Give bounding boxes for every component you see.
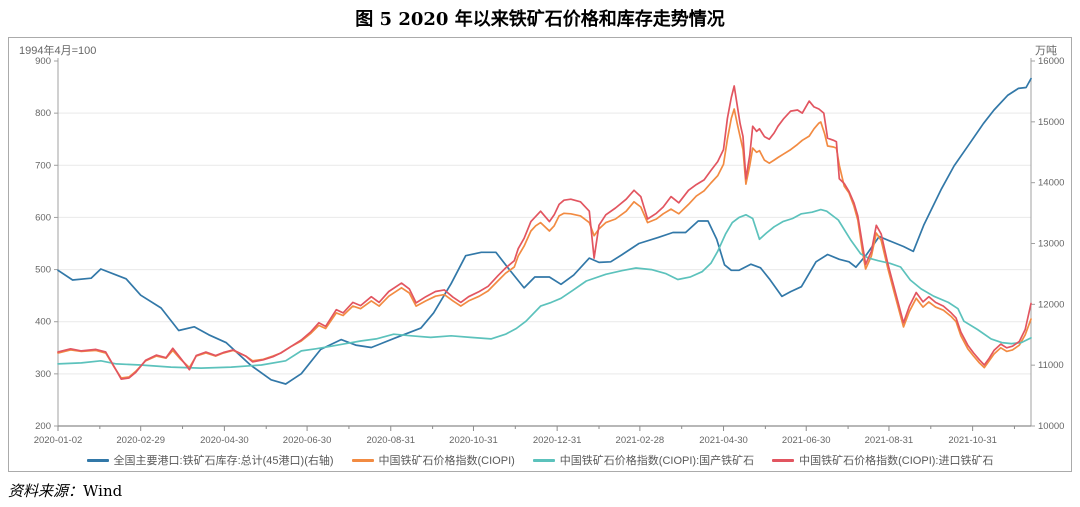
svg-text:13000: 13000 (1038, 239, 1064, 250)
svg-text:2021-08-31: 2021-08-31 (865, 435, 914, 446)
legend-swatch-orange (351, 458, 374, 462)
svg-text:16000: 16000 (1038, 56, 1064, 67)
legend-item-inventory: 全国主要港口:铁矿石库存:总计(45港口)(右轴) (86, 452, 334, 468)
svg-text:400: 400 (35, 317, 51, 328)
legend-item-domestic: 中国铁矿石价格指数(CIOPI):国产铁矿石 (532, 452, 755, 468)
line-chart-plot: 200 300 400 500 600 700 800 900 10000 11000 12000 1… (34, 56, 1065, 446)
svg-text:2020-01-02: 2020-01-02 (34, 435, 83, 446)
svg-text:2020-02-29: 2020-02-29 (116, 435, 165, 446)
svg-text:2020-06-30: 2020-06-30 (283, 435, 332, 446)
svg-text:300: 300 (35, 369, 51, 380)
svg-text:600: 600 (35, 212, 51, 223)
svg-text:2020-04-30: 2020-04-30 (200, 435, 249, 446)
legend-label: 全国主要港口:铁矿石库存:总计(45港口)(右轴) (113, 455, 334, 467)
svg-text:2021-10-31: 2021-10-31 (948, 435, 997, 446)
right-axis-unit-label: 万吨 (1035, 45, 1057, 57)
svg-text:15000: 15000 (1038, 117, 1064, 128)
svg-text:2021-04-30: 2021-04-30 (699, 435, 748, 446)
svg-text:200: 200 (35, 421, 51, 432)
svg-text:900: 900 (35, 56, 51, 67)
legend-label: 中国铁矿石价格指数(CIOPI) (378, 455, 515, 467)
svg-text:2020-10-31: 2020-10-31 (449, 435, 498, 446)
svg-text:500: 500 (35, 265, 51, 276)
legend-swatch-blue (86, 458, 109, 462)
chart-panel: 1994年4月=100 万吨 200 300 400 500 600 700 800 900 1… (8, 37, 1072, 472)
svg-text:2021-06-30: 2021-06-30 (782, 435, 831, 446)
legend-label: 中国铁矿石价格指数(CIOPI):国产铁矿石 (559, 455, 755, 467)
left-axis-unit-label: 1994年4月=100 (19, 45, 97, 57)
figure-title: 图 5 2020 年以来铁矿石价格和库存走势情况 (355, 9, 725, 30)
svg-text:10000: 10000 (1038, 421, 1064, 432)
svg-text:700: 700 (35, 160, 51, 171)
chart-legend: 全国主要港口:铁矿石库存:总计(45港口)(右轴) 中国铁矿石价格指数(CIOP… (9, 452, 1071, 468)
svg-text:2020-12-31: 2020-12-31 (533, 435, 582, 446)
data-source: 资料来源：Wind (8, 480, 122, 501)
legend-item-ciopi: 中国铁矿石价格指数(CIOPI) (351, 452, 515, 468)
legend-label: 中国铁矿石价格指数(CIOPI):进口铁矿石 (799, 455, 994, 467)
svg-text:12000: 12000 (1038, 299, 1064, 310)
legend-item-imported: 中国铁矿石价格指数(CIOPI):进口铁矿石 (772, 452, 993, 468)
legend-swatch-red (772, 458, 795, 462)
svg-text:14000: 14000 (1038, 178, 1064, 189)
svg-text:2020-08-31: 2020-08-31 (366, 435, 415, 446)
svg-text:800: 800 (35, 108, 51, 119)
svg-text:11000: 11000 (1038, 360, 1064, 371)
legend-swatch-teal (532, 458, 555, 462)
svg-text:2021-02-28: 2021-02-28 (616, 435, 665, 446)
data-source-label: 资料来源： (8, 482, 84, 500)
data-source-value: Wind (83, 482, 123, 500)
